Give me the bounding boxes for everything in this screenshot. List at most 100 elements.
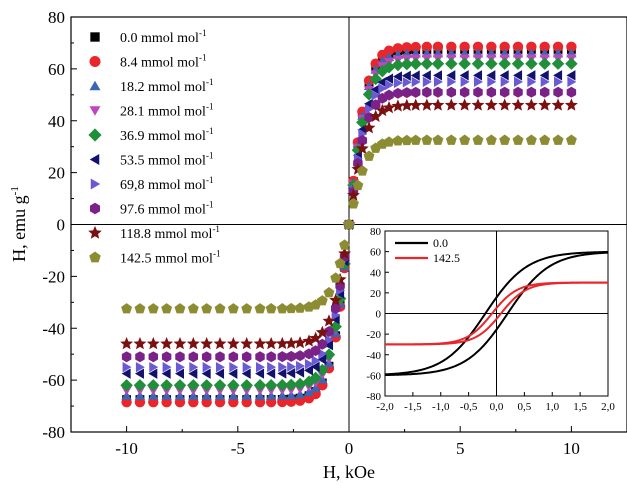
series-marker-triangle-right xyxy=(287,361,297,372)
series-marker-hexagon xyxy=(357,135,368,146)
series-marker-diamond xyxy=(253,379,267,392)
series-marker-triangle-right xyxy=(554,76,563,88)
series-marker-triangle-right xyxy=(371,90,381,101)
series-marker-triangle-left xyxy=(499,70,509,81)
legend-label-text: 0.0 mmol mol xyxy=(120,31,199,46)
series-marker-hexagon xyxy=(215,351,225,363)
series-marker-star xyxy=(146,337,160,350)
series-marker-star xyxy=(382,101,396,114)
inset-x-tick-label: 1,5 xyxy=(573,401,587,413)
series-marker-triangle-left xyxy=(384,73,394,84)
series-marker-pentagon xyxy=(343,218,355,230)
series-marker-triangle-right xyxy=(122,361,132,373)
series-marker-star xyxy=(338,246,351,260)
series-marker-circle xyxy=(472,41,484,53)
series-marker-triangle-right xyxy=(267,361,277,373)
series-marker-pentagon xyxy=(565,134,577,145)
series-marker-hexagon xyxy=(330,303,341,314)
series-marker-triangle-left xyxy=(266,368,276,379)
series-marker-hexagon xyxy=(255,351,265,363)
series-marker-star xyxy=(253,337,267,350)
series-marker-pentagon xyxy=(459,134,471,145)
series-marker-diamond xyxy=(264,379,278,392)
x-tick-label: 10 xyxy=(563,439,580,458)
series-marker-pentagon xyxy=(356,165,368,176)
series-marker-pentagon xyxy=(254,303,266,314)
series-marker-diamond xyxy=(431,57,445,70)
series-marker-pentagon xyxy=(174,303,186,314)
series-marker-circle xyxy=(566,41,577,53)
series-marker-triangle-right xyxy=(364,103,374,115)
series-marker-star xyxy=(484,98,498,111)
y-tick-label: -80 xyxy=(42,423,65,442)
series-marker-star xyxy=(329,293,343,306)
inset-y-tick-label: 40 xyxy=(370,267,382,279)
series-marker-star xyxy=(293,336,307,349)
series-marker-circle xyxy=(392,43,404,54)
inset-y-tick-label: 20 xyxy=(370,288,382,300)
series-marker-triangle-right xyxy=(311,355,321,366)
series-marker-diamond xyxy=(498,57,511,70)
legend-label: 97.6 mmol mol-1 xyxy=(120,200,213,218)
series-marker-triangle-left xyxy=(175,368,185,379)
series-marker-triangle-right xyxy=(318,348,328,359)
series-marker-diamond xyxy=(133,379,147,392)
series-marker-triangle-right xyxy=(473,76,483,88)
series-marker-pentagon xyxy=(285,302,297,314)
series-marker-hexagon xyxy=(499,86,510,98)
y-tick-label: 0 xyxy=(57,216,66,235)
series-marker-circle xyxy=(552,41,564,53)
series-marker-triangle-left xyxy=(201,368,211,379)
series-marker-diamond xyxy=(240,379,253,392)
x-tick-label: -10 xyxy=(115,439,138,458)
series-marker-hexagon xyxy=(286,350,296,362)
series-marker-circle xyxy=(401,42,413,53)
series-marker-pentagon xyxy=(472,134,484,145)
series-marker-pentagon xyxy=(525,134,537,145)
series-marker-triangle-left xyxy=(526,70,536,81)
series-marker-hexagon xyxy=(317,338,328,350)
series-marker-triangle-right xyxy=(296,360,306,372)
series-marker-triangle-right xyxy=(324,334,334,346)
series-marker-triangle-right xyxy=(460,76,470,88)
series-marker-star xyxy=(524,98,538,111)
series-marker-star xyxy=(369,109,383,122)
series-marker-star xyxy=(458,98,472,111)
series-marker-star xyxy=(173,337,187,350)
legend-label-superscript: -1 xyxy=(206,200,214,210)
y-tick-label: -20 xyxy=(42,267,65,286)
legend-label-text: 142.5 mmol mol xyxy=(120,252,213,267)
series-marker-hexagon xyxy=(384,89,394,101)
series-marker-hexagon xyxy=(324,326,334,338)
series-marker-triangle-right xyxy=(149,361,159,373)
series-marker-circle xyxy=(421,41,433,53)
series-marker-circle xyxy=(499,41,510,53)
series-marker-pentagon xyxy=(161,303,173,314)
legend-label-text: 18.2 mmol mol xyxy=(120,80,206,95)
inset-legend-label: 142.5 xyxy=(433,251,460,265)
legend-label-superscript: -1 xyxy=(206,102,214,112)
series-marker-diamond xyxy=(213,379,227,392)
series-marker-pentagon xyxy=(330,272,342,283)
series-marker-triangle-right xyxy=(135,361,145,373)
series-marker-star xyxy=(511,98,525,111)
series-marker-star xyxy=(226,337,240,350)
series-marker-diamond xyxy=(471,57,485,70)
series-marker-star xyxy=(375,103,389,117)
legend-label-text: 118.8 mmol mol xyxy=(120,227,213,242)
series-marker-triangle-right xyxy=(189,361,199,373)
series-marker-hexagon xyxy=(121,351,132,363)
series-marker-diamond xyxy=(511,57,525,70)
series-marker-triangle-left xyxy=(310,361,320,372)
series-marker-pentagon xyxy=(276,302,288,314)
series-marker-hexagon xyxy=(266,351,276,363)
legend-label: 28.1 mmol mol-1 xyxy=(120,102,213,120)
series-marker-triangle-left xyxy=(473,70,483,81)
series-marker-pentagon xyxy=(512,134,524,145)
y-axis-title-superscript: -1 xyxy=(9,186,21,195)
series-marker-pentagon xyxy=(485,134,497,145)
series-marker-hexagon xyxy=(402,87,412,99)
series-marker-triangle-right xyxy=(162,361,172,373)
